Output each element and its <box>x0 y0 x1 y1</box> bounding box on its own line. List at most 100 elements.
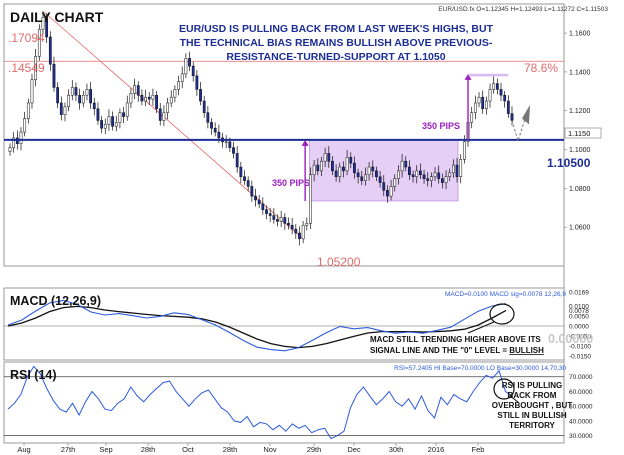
rsi-readout: RSI=57.2405 HI Base=70.0000 LO Base=30.0… <box>394 365 566 372</box>
x-tick-label: 28th <box>223 445 238 454</box>
pips-top-band <box>468 73 509 77</box>
rsi-tick-label: 50.0000 <box>569 404 593 411</box>
macd-annotation-2: SIGNAL LINE AND THE "0" LEVEL = BULLISH <box>370 346 544 355</box>
candle-body <box>404 160 408 168</box>
candle-body <box>334 170 338 177</box>
rsi-pane <box>3 361 565 444</box>
candle-body <box>147 96 151 100</box>
macd-title: MACD (12,26,9) <box>10 294 101 308</box>
candle-body <box>70 87 74 96</box>
candle-body <box>298 232 301 240</box>
candle-body <box>155 94 158 110</box>
candle-body <box>320 160 323 172</box>
candle-body <box>419 170 422 176</box>
candle-body <box>129 93 133 104</box>
symbol-readout: EUR/USD.fx O=1.12345 H=1.12493 L=1.11272… <box>438 6 608 13</box>
candle-body <box>473 102 477 113</box>
candle-body <box>393 178 397 187</box>
headline-line-3: RESISTANCE-TURNED-SUPPORT AT 1.1050 <box>226 51 445 63</box>
candle-body <box>305 223 309 226</box>
candle-body <box>173 89 177 98</box>
candle-body <box>246 180 250 187</box>
rsi-annotation-1: RSI IS PULLING <box>502 381 562 390</box>
candle-body <box>195 75 199 90</box>
candle-body <box>191 65 195 77</box>
candle-body <box>26 102 30 119</box>
fib-label: 78.6% <box>524 61 558 75</box>
candle-body <box>309 174 312 224</box>
macd-tick-label: 0.0050 <box>569 314 589 321</box>
chart-title: DAILY CHART <box>10 9 104 25</box>
candle-body <box>364 174 367 181</box>
pips-arrow-left-head <box>301 139 309 146</box>
candle-body <box>375 170 378 177</box>
candle-body <box>448 172 452 177</box>
last-price-badge <box>564 127 602 139</box>
candle-body <box>136 85 140 96</box>
candle-body <box>444 176 448 183</box>
candle-body <box>331 160 334 172</box>
candle-body <box>12 137 16 148</box>
candle-body <box>144 96 147 102</box>
candle-body <box>437 172 441 179</box>
candle-body <box>327 153 331 162</box>
macd-signal-line <box>7 305 507 349</box>
candle-body <box>224 141 228 144</box>
x-tick-label: 29th <box>307 445 322 454</box>
candle-body <box>210 122 213 129</box>
x-tick-label: 2016 <box>428 445 445 454</box>
candle-body <box>268 213 272 216</box>
x-tick-label: Sep <box>99 445 112 454</box>
candle-body <box>430 176 433 181</box>
candle-body <box>470 112 474 123</box>
rsi-line <box>7 365 513 440</box>
candle-body <box>408 166 411 176</box>
candle-body <box>316 164 320 172</box>
candle-body <box>118 112 122 123</box>
price-tick-label: 1.1000 <box>569 147 591 154</box>
rsi-callout-line <box>509 395 519 403</box>
candle-body <box>81 94 85 104</box>
candle-body <box>107 116 111 125</box>
candle-body <box>232 147 235 154</box>
candle-body <box>506 100 510 114</box>
candle-body <box>151 94 155 100</box>
macd-tick-label: -0.0150 <box>569 354 591 361</box>
pips-label-left: 350 PIPS <box>272 178 310 188</box>
candle-body <box>477 96 481 104</box>
candle-body <box>166 102 169 113</box>
candle-body <box>484 100 488 110</box>
candle-body <box>422 174 426 179</box>
level-label-14549: .14549 <box>8 61 45 75</box>
rsi-highlight-circle <box>493 378 515 400</box>
candle-body <box>360 176 364 181</box>
candle-body <box>125 102 129 117</box>
candle-body <box>290 224 294 230</box>
candle-body <box>52 63 56 88</box>
candle-body <box>235 153 239 168</box>
candle-body <box>63 106 67 115</box>
candle-body <box>488 89 492 102</box>
candle-body <box>169 96 173 104</box>
x-tick-label: Aug <box>17 445 30 454</box>
macd-line <box>7 299 507 352</box>
price-tick-label: 1.0600 <box>569 225 591 232</box>
candle-body <box>440 178 444 183</box>
candle-body <box>158 108 162 121</box>
candle-body <box>206 112 210 123</box>
candle-body <box>45 17 49 38</box>
candle-body <box>371 166 375 172</box>
candle-body <box>323 153 327 162</box>
price-tick-label: 1.1200 <box>569 108 591 115</box>
rsi-tick-label: 40.0000 <box>569 418 593 425</box>
candle-body <box>510 113 514 121</box>
macd-callout-line <box>467 321 495 334</box>
candle-body <box>349 157 353 164</box>
last-price-label: 1.1150 <box>568 129 590 138</box>
candle-body <box>133 85 136 94</box>
candle-body <box>239 166 243 177</box>
x-tick-label: 30th <box>389 445 404 454</box>
low-label: 1.05200 <box>317 255 361 269</box>
macd-tick-label: 0.0000 <box>569 324 589 331</box>
candle-body <box>451 164 455 174</box>
